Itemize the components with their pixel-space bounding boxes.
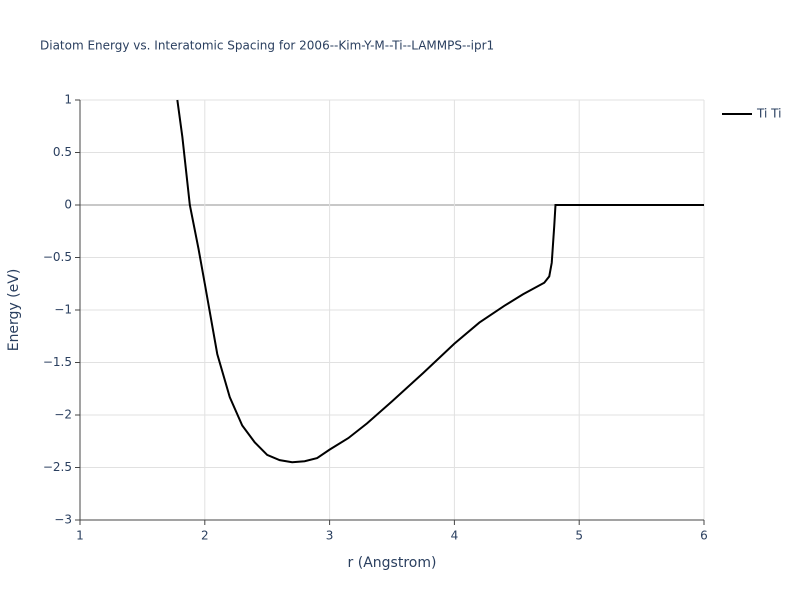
x-tick-label: 3 bbox=[326, 529, 334, 543]
y-tick-label: −2.5 bbox=[43, 460, 72, 474]
y-tick-label: −2 bbox=[54, 408, 72, 422]
y-tick-label: −1 bbox=[54, 303, 72, 317]
y-tick-label: 0 bbox=[64, 198, 72, 212]
x-axis-label: r (Angstrom) bbox=[348, 555, 437, 571]
x-tick-label: 2 bbox=[201, 529, 209, 543]
x-tick-label: 5 bbox=[575, 529, 583, 543]
y-tick-label: 0.5 bbox=[53, 145, 72, 159]
y-tick-label: −0.5 bbox=[43, 250, 72, 264]
legend-label: Ti Ti bbox=[756, 107, 781, 121]
x-tick-label: 1 bbox=[76, 529, 84, 543]
series-line bbox=[176, 99, 704, 464]
x-tick-label: 4 bbox=[451, 529, 459, 543]
y-tick-label: −3 bbox=[54, 513, 72, 527]
chart-title: Diatom Energy vs. Interatomic Spacing fo… bbox=[40, 39, 494, 53]
y-tick-label: −1.5 bbox=[43, 355, 72, 369]
x-tick-label: 6 bbox=[700, 529, 708, 543]
y-tick-label: 1 bbox=[64, 93, 72, 107]
y-axis-label: Energy (eV) bbox=[6, 269, 22, 352]
